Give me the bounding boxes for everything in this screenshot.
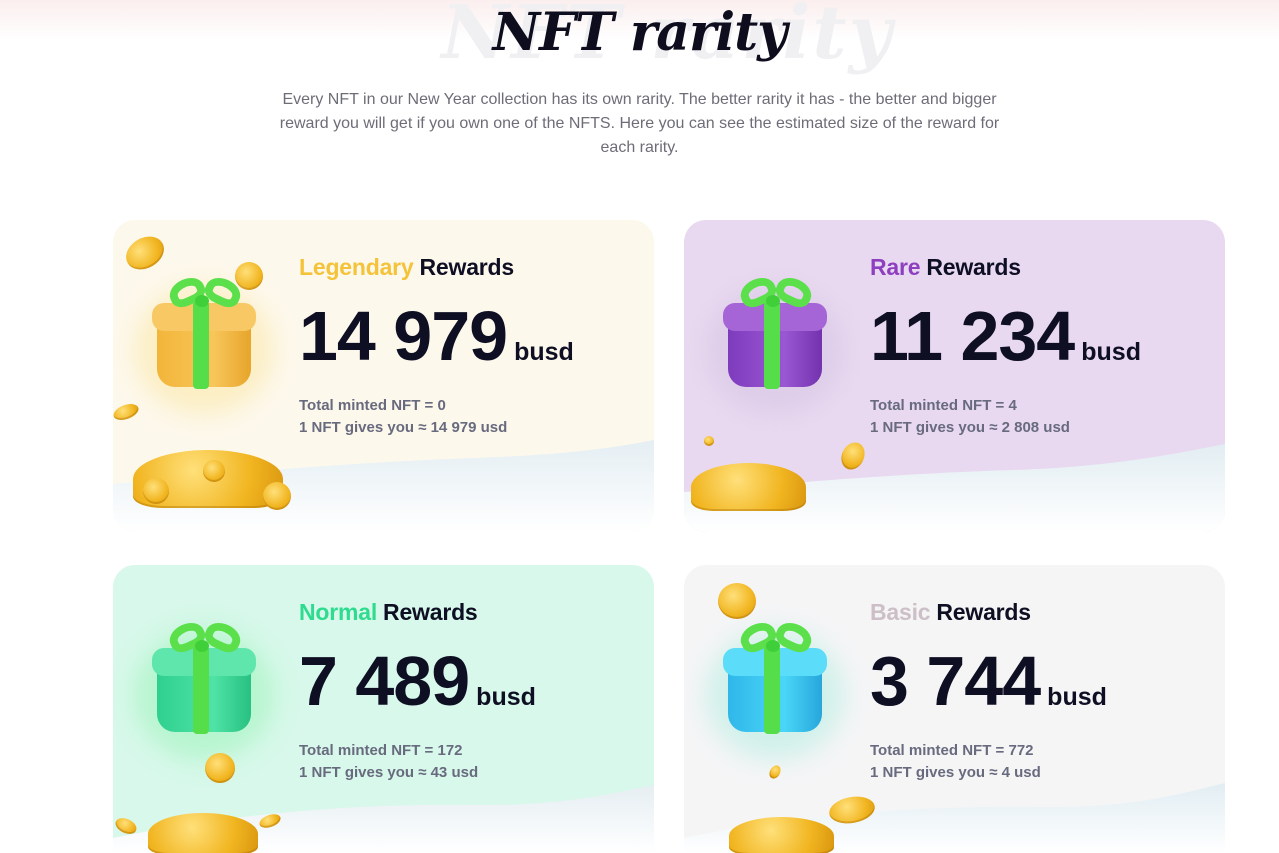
reward-card-rare: Rare Rewards 11 234 busd Total minted NFT… [684,220,1225,532]
title-shadow: NFT rarity [441,0,894,76]
coin-icon [120,230,170,276]
amount-unit: busd [1047,683,1107,711]
card-heading: Basic Rewards [870,599,1107,626]
per-nft-reward: 1 NFT gives you ≈ 2 808 usd [870,419,1070,436]
reward-amount: 3 744 busd [870,642,1107,720]
rewards-label: Rewards [383,599,478,625]
coin-pile-icon [726,811,836,853]
per-nft-reward: 1 NFT gives you ≈ 14 979 usd [299,419,508,436]
per-nft-reward: 1 NFT gives you ≈ 4 usd [870,764,1041,781]
total-minted: Total minted NFT = 772 [870,742,1034,759]
snow-decoration [684,444,1225,532]
coin-pile-icon [113,430,293,510]
card-stats: Total minted NFT = 4 1 NFT gives you ≈ 2… [870,395,1141,439]
per-nft-reward: 1 NFT gives you ≈ 43 usd [299,764,479,781]
amount-unit: busd [1081,338,1141,366]
gift-icon [705,617,845,760]
card-heading: Rare Rewards [870,254,1141,281]
card-heading: Legendary Rewards [299,254,574,281]
coin-icon [113,400,141,424]
amount-unit: busd [514,338,574,366]
reward-amount: 14 979 busd [299,297,574,375]
card-content: Legendary Rewards 14 979 busd Total minte… [299,254,574,439]
tier-label: Legendary [299,254,414,280]
coin-pile-icon [143,807,263,853]
coin-icon [718,583,756,619]
amount-value: 14 979 [299,297,508,375]
reward-card-legendary: Legendary Rewards 14 979 busd Total minte… [113,220,654,532]
gift-icon [134,272,274,415]
card-content: Rare Rewards 11 234 busd Total minted NFT… [870,254,1141,439]
total-minted: Total minted NFT = 4 [870,397,1017,414]
card-content: Basic Rewards 3 744 busd Total minted NFT… [870,599,1107,784]
amount-unit: busd [476,683,536,711]
coin-icon [205,753,235,783]
snow-decoration [113,440,654,532]
card-stats: Total minted NFT = 172 1 NFT gives you ≈… [299,740,536,784]
tier-label: Normal [299,599,378,625]
card-stats: Total minted NFT = 0 1 NFT gives you ≈ 1… [299,395,574,439]
tier-label: Rare [870,254,921,280]
rewards-label: Rewards [926,254,1021,280]
reward-amount: 11 234 busd [870,297,1141,375]
gift-icon [134,617,274,760]
tier-label: Basic [870,599,931,625]
gift-icon [705,272,845,415]
coin-pile-icon [686,455,811,515]
amount-value: 11 234 [870,297,1075,375]
reward-amount: 7 489 busd [299,642,536,720]
reward-card-normal: Normal Rewards 7 489 busd Total minted NF… [113,565,654,853]
amount-value: 3 744 [870,642,1041,720]
top-gradient [0,0,1279,40]
card-heading: Normal Rewards [299,599,536,626]
section-description: Every NFT in our New Year collection has… [279,91,1000,156]
coin-icon [235,262,263,290]
section-header: NFT rarity NFT rarity Every NFT in our N… [0,0,1279,160]
rewards-label: Rewards [936,599,1031,625]
total-minted: Total minted NFT = 172 [299,742,463,759]
card-stats: Total minted NFT = 772 1 NFT gives you ≈… [870,740,1107,784]
coin-icon [704,436,714,446]
amount-value: 7 489 [299,642,470,720]
rewards-label: Rewards [419,254,515,280]
card-content: Normal Rewards 7 489 busd Total minted NF… [299,599,536,784]
total-minted: Total minted NFT = 0 [299,397,446,414]
reward-card-basic: Basic Rewards 3 744 busd Total minted NFT… [684,565,1225,853]
page-title: NFT rarity [492,2,788,63]
